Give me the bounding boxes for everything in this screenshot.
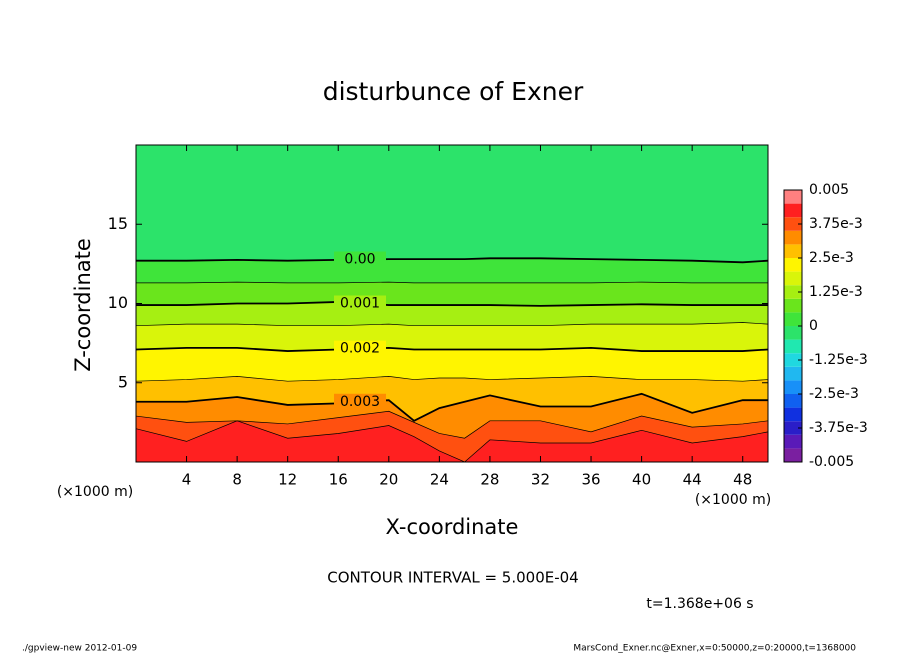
colorbar-cell xyxy=(784,421,802,435)
colorbar-tick-label: 2.5e-3 xyxy=(809,250,854,266)
colorbar-cell xyxy=(784,298,802,313)
colorbar-cell xyxy=(784,285,802,299)
y-tick-label: 10 xyxy=(108,293,128,312)
contour-label: 0.00 xyxy=(344,252,375,268)
contour-label: 0.003 xyxy=(340,394,380,410)
x-axis-label: X-coordinate xyxy=(386,515,519,539)
x-tick-label: 20 xyxy=(379,471,398,489)
colorbar-cell xyxy=(784,394,802,408)
x-tick-label: 24 xyxy=(430,471,449,489)
time-label: t=1.368e+06 s xyxy=(646,596,753,612)
contour-line xyxy=(135,410,769,439)
colorbar-cell xyxy=(784,217,802,231)
contour-line xyxy=(135,420,769,463)
contour-fill xyxy=(136,420,768,462)
x-tick-label: 36 xyxy=(581,471,600,489)
colorbar-tick-label: 0 xyxy=(809,318,818,334)
y-axis-label: Z-coordinate xyxy=(71,238,95,372)
colorbar-cell xyxy=(784,312,802,326)
contour-line xyxy=(136,281,768,284)
contour-label-bg xyxy=(334,251,386,268)
x-tick-label: 44 xyxy=(683,471,702,489)
colorbar-tick-label: -2.5e-3 xyxy=(809,386,859,402)
contour-label-bg xyxy=(334,340,386,357)
x-tick-label: 40 xyxy=(632,471,651,489)
colorbar-tick-label: 1.25e-3 xyxy=(809,284,863,300)
contour-line xyxy=(136,392,768,422)
colorbar-cell xyxy=(784,448,802,462)
x-tick-label: 8 xyxy=(232,471,242,489)
contour-label-bg xyxy=(334,393,386,410)
y-tick-label: 15 xyxy=(108,214,128,233)
colorbar-cell xyxy=(784,258,802,272)
footer: ./gpview-new 2012-01-09 xyxy=(22,644,137,654)
colorbar-cell xyxy=(784,380,802,394)
chart-title: disturbunce of Exner xyxy=(323,77,584,106)
colorbar-tick-label: 0.005 xyxy=(809,182,849,198)
x-tick-label: 16 xyxy=(329,471,348,489)
x-tick-label: 28 xyxy=(480,471,499,489)
colorbar-cell xyxy=(784,203,802,218)
colorbar-cell xyxy=(784,339,802,354)
colorbar-cell xyxy=(784,190,802,204)
x-tick-label: 48 xyxy=(733,471,752,489)
footer: MarsCond_Exner.nc@Exner,x=0:50000,z=0:20… xyxy=(573,644,856,654)
colorbar-tick-label: -0.005 xyxy=(809,454,854,470)
contour-label: 0.002 xyxy=(340,341,380,357)
colorbar-cell xyxy=(784,434,802,449)
contour-line xyxy=(136,257,769,264)
colorbar-cell xyxy=(784,244,802,258)
contour-interval: CONTOUR INTERVAL = 5.000E-04 xyxy=(327,569,578,587)
colorbar-cell xyxy=(784,230,802,245)
contour-line xyxy=(135,376,769,382)
y-tick-label: 5 xyxy=(118,372,128,391)
contour-line xyxy=(136,301,768,307)
x-unit: (×1000 m) xyxy=(57,484,133,500)
colorbar-tick-label: -1.25e-3 xyxy=(809,352,868,368)
contour-label: 0.001 xyxy=(340,296,380,312)
colorbar-cell xyxy=(784,366,802,381)
colorbar-cell xyxy=(784,353,802,367)
x-tick-label: 12 xyxy=(278,471,297,489)
colorbar-cell xyxy=(784,407,802,422)
colorbar-tick-label: 3.75e-3 xyxy=(809,216,863,232)
colorbar-tick-label: -3.75e-3 xyxy=(809,420,868,436)
contour-label-bg xyxy=(334,295,386,312)
x-tick-label: 32 xyxy=(531,471,550,489)
colorbar-cell xyxy=(784,271,802,286)
x-unit: (×1000 m) xyxy=(695,492,771,508)
x-tick-label: 4 xyxy=(182,471,192,489)
contour-line xyxy=(135,322,769,327)
contour-line xyxy=(135,346,769,352)
colorbar-cell xyxy=(784,326,802,340)
